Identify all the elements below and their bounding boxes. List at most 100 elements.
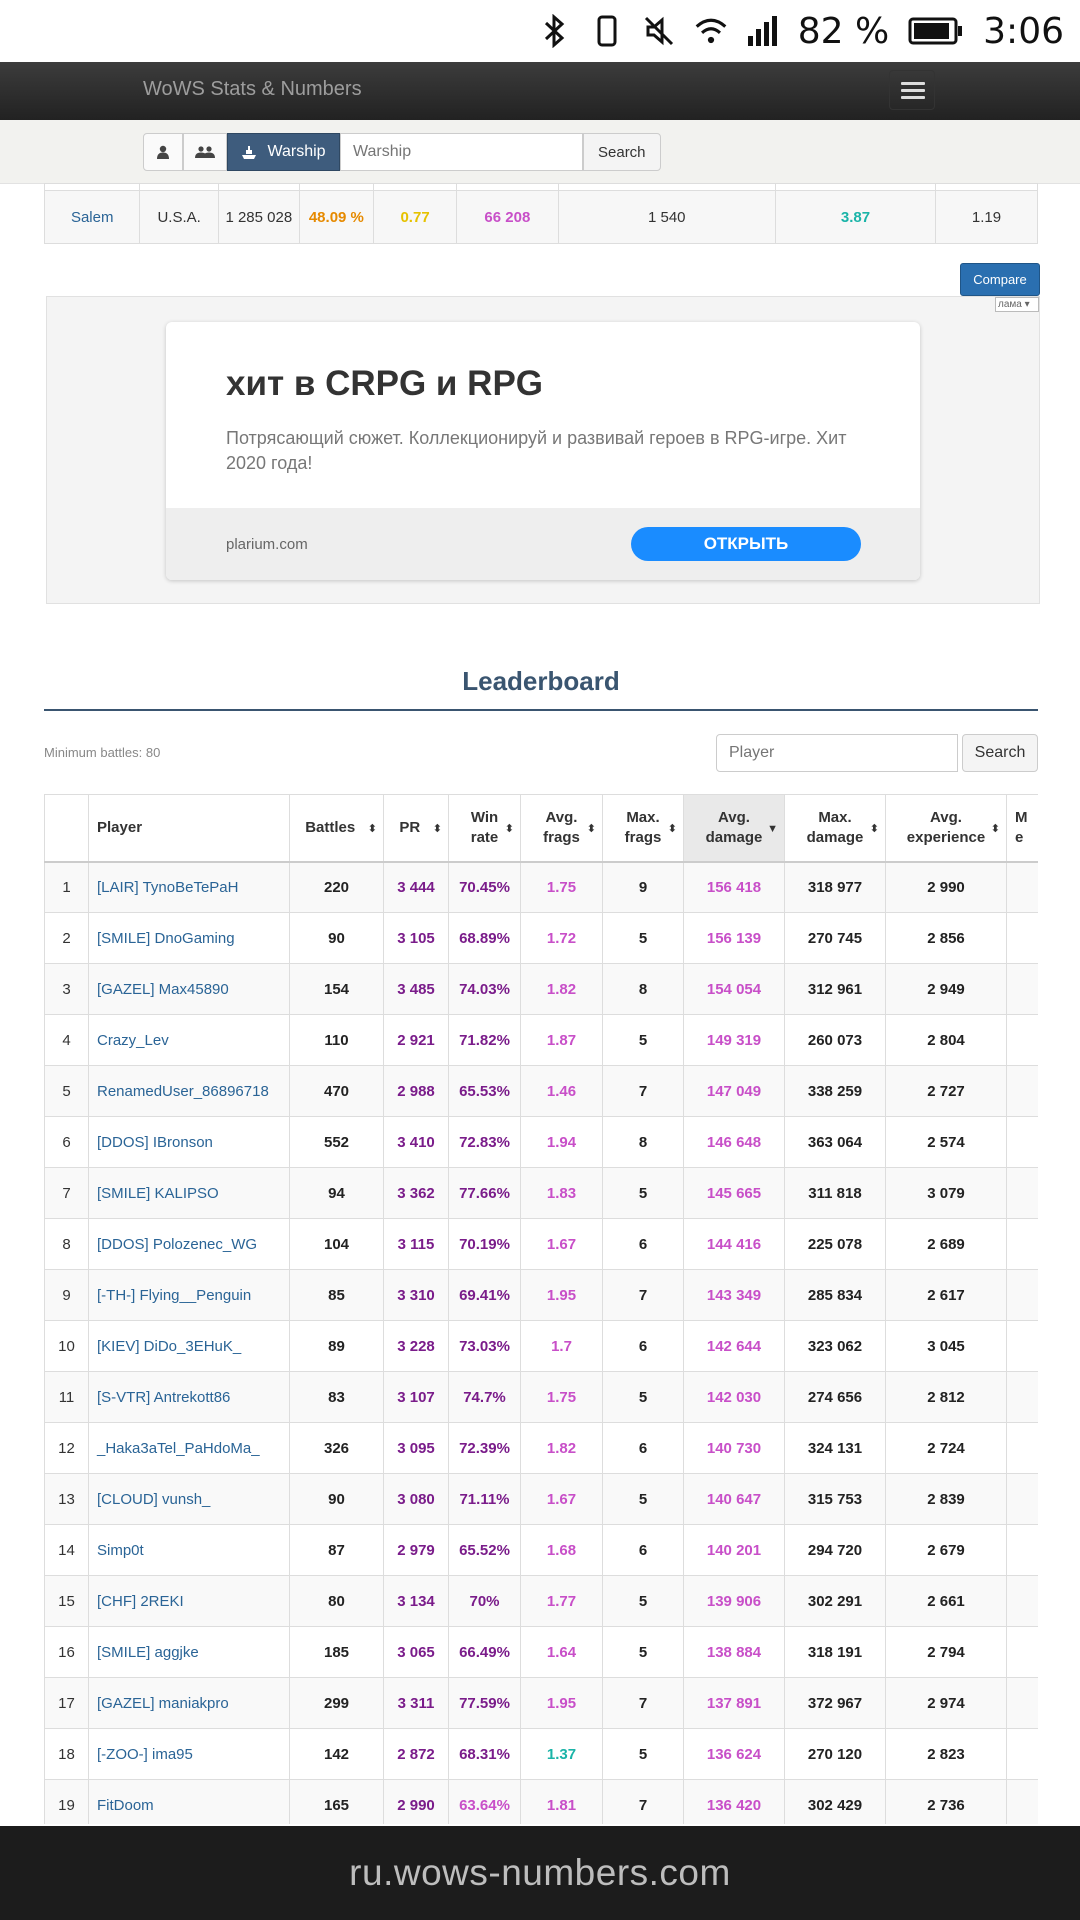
url-bar[interactable]: ru.wows-numbers.com: [0, 1826, 1080, 1920]
row-rank: 5: [44, 1065, 89, 1117]
row-win-rate: 65.52%: [448, 1524, 521, 1576]
compare-button[interactable]: Compare: [960, 263, 1040, 296]
player-link[interactable]: [CHF] 2REKI: [88, 1575, 290, 1627]
row-battles: 154: [289, 963, 384, 1015]
row-avg-frags: 1.72: [520, 912, 603, 964]
row-max-frags: 7: [602, 1779, 684, 1824]
ad-card[interactable]: хит в CRPG и RPG Потрясающий сюжет. Колл…: [166, 322, 920, 580]
row-avg-damage: 145 665: [683, 1167, 785, 1219]
player-link[interactable]: Simp0t: [88, 1524, 290, 1576]
player-link[interactable]: [-ZOO-] ima95: [88, 1728, 290, 1780]
col-player: Player: [88, 794, 290, 863]
ship-avg-exp: 1 540: [557, 190, 776, 244]
row-avg-frags: 1.75: [520, 1371, 603, 1423]
col-avg-damage[interactable]: Avg. damage ▼: [683, 794, 785, 863]
row-win-rate: 65.53%: [448, 1065, 521, 1117]
row-pr: 3 228: [383, 1320, 449, 1372]
table-row: 9 [-TH-] Flying__Penguin 85 3 310 69.41% 1.95…: [44, 1269, 1038, 1321]
table-row: Salem U.S.A. 1 285 028 48.09 % 0.77 66 2…: [43, 190, 1039, 244]
table-row: 12 _Haka3aTel_PaHdoMa_ 326 3 095 72.39% 1.82 6…: [44, 1422, 1038, 1474]
row-battles: 552: [289, 1116, 384, 1168]
ship-kd: 3.87: [774, 190, 936, 244]
player-link[interactable]: FitDoom: [88, 1779, 290, 1824]
row-battles: 165: [289, 1779, 384, 1824]
row-next: [1006, 1065, 1038, 1117]
row-rank: 3: [44, 963, 89, 1015]
ad-open-button[interactable]: ОТКРЫТЬ: [631, 527, 861, 561]
row-battles: 220: [289, 861, 384, 913]
row-next: [1006, 1422, 1038, 1474]
brand-link[interactable]: WoWS Stats & Numbers: [143, 78, 362, 100]
row-pr: 3 134: [383, 1575, 449, 1627]
col-battles[interactable]: Battles ⬍: [289, 794, 384, 863]
player-link[interactable]: RenamedUser_86896718: [88, 1065, 290, 1117]
player-search-button[interactable]: Search: [962, 734, 1038, 772]
player-link[interactable]: [KIEV] DiDo_3EHuK_: [88, 1320, 290, 1372]
player-link[interactable]: [GAZEL] Max45890: [88, 963, 290, 1015]
col-win-rate[interactable]: Win rate ⬍: [448, 794, 521, 863]
row-max-damage: 225 078: [784, 1218, 886, 1270]
table-row: 18 [-ZOO-] ima95 142 2 872 68.31% 1.37 5 136 62…: [44, 1728, 1038, 1780]
player-link[interactable]: [SMILE] aggjke: [88, 1626, 290, 1678]
sort-icon: ⬍: [367, 823, 377, 835]
col-pr[interactable]: PR ⬍: [383, 794, 449, 863]
col-max-frags[interactable]: Max. frags ⬍: [602, 794, 684, 863]
player-search-input[interactable]: [716, 734, 958, 772]
row-next: [1006, 1473, 1038, 1525]
row-win-rate: 63.64%: [448, 1779, 521, 1824]
table-row: 14 Simp0t 87 2 979 65.52% 1.68 6 140 201 294 720…: [44, 1524, 1038, 1576]
player-link[interactable]: [LAIR] TynoBeTePaH: [88, 861, 290, 913]
row-avg-frags: 1.46: [520, 1065, 603, 1117]
leaderboard-divider: [44, 709, 1038, 711]
row-rank: 9: [44, 1269, 89, 1321]
col-max-damage[interactable]: Max. damage ⬍: [784, 794, 886, 863]
row-max-frags: 5: [602, 912, 684, 964]
warship-search-button[interactable]: Search: [583, 133, 661, 171]
row-win-rate: 70%: [448, 1575, 521, 1627]
table-row: 19 FitDoom 165 2 990 63.64% 1.81 7 136 420 302 4…: [44, 1779, 1038, 1824]
player-link[interactable]: [GAZEL] maniakpro: [88, 1677, 290, 1729]
row-max-damage: 312 961: [784, 963, 886, 1015]
ship-icon: [242, 146, 257, 159]
row-battles: 299: [289, 1677, 384, 1729]
row-avg-damage: 143 349: [683, 1269, 785, 1321]
row-avg-exp: 2 974: [885, 1677, 1007, 1729]
player-link[interactable]: [DDOS] Polozenec_WG: [88, 1218, 290, 1270]
table-row: 7 [SMILE] KALIPSO 94 3 362 77.66% 1.83 5 145 66…: [44, 1167, 1038, 1219]
player-link[interactable]: _Haka3aTel_PaHdoMa_: [88, 1422, 290, 1474]
row-avg-damage: 140 730: [683, 1422, 785, 1474]
player-link[interactable]: Crazy_Lev: [88, 1014, 290, 1066]
player-link[interactable]: [SMILE] DnoGaming: [88, 912, 290, 964]
row-next: [1006, 1116, 1038, 1168]
row-win-rate: 77.59%: [448, 1677, 521, 1729]
player-link[interactable]: [SMILE] KALIPSO: [88, 1167, 290, 1219]
player-link[interactable]: [S-VTR] Antrekott86: [88, 1371, 290, 1423]
col-avg-exp[interactable]: Avg. experience ⬍: [885, 794, 1007, 863]
clan-mode-button[interactable]: [183, 133, 227, 171]
warship-mode-button[interactable]: Warship: [227, 133, 340, 171]
leaderboard-table: Player Battles ⬍ PR ⬍ Win rate ⬍ Avg. frags…: [44, 794, 1038, 1824]
row-max-frags: 5: [602, 1728, 684, 1780]
row-rank: 11: [44, 1371, 89, 1423]
row-rank: 10: [44, 1320, 89, 1372]
row-rank: 18: [44, 1728, 89, 1780]
warship-search-input[interactable]: [340, 133, 583, 171]
player-link[interactable]: [CLOUD] vunsh_: [88, 1473, 290, 1525]
ship-name-link[interactable]: Salem: [43, 190, 141, 244]
row-pr: 2 872: [383, 1728, 449, 1780]
player-link[interactable]: [-TH-] Flying__Penguin: [88, 1269, 290, 1321]
row-max-frags: 6: [602, 1320, 684, 1372]
ship-compare-table: Salem U.S.A. 1 285 028 48.09 % 0.77 66 2…: [43, 183, 1039, 244]
player-link[interactable]: [DDOS] IBronson: [88, 1116, 290, 1168]
row-max-damage: 302 291: [784, 1575, 886, 1627]
hamburger-icon[interactable]: [889, 70, 935, 110]
ship-planes: 1.19: [934, 190, 1039, 244]
table-row: 11 [S-VTR] Antrekott86 83 3 107 74.7% 1.75 5 14…: [44, 1371, 1038, 1423]
leaderboard-table-wrapper[interactable]: Player Battles ⬍ PR ⬍ Win rate ⬍ Avg. frags…: [44, 794, 1038, 1824]
player-mode-button[interactable]: [143, 133, 183, 171]
col-avg-frags[interactable]: Avg. frags ⬍: [520, 794, 603, 863]
ad-choice-select[interactable]: лама ▾: [995, 297, 1039, 312]
user-icon: [157, 145, 169, 159]
table-row: 5 RenamedUser_86896718 470 2 988 65.53% 1.46 7…: [44, 1065, 1038, 1117]
